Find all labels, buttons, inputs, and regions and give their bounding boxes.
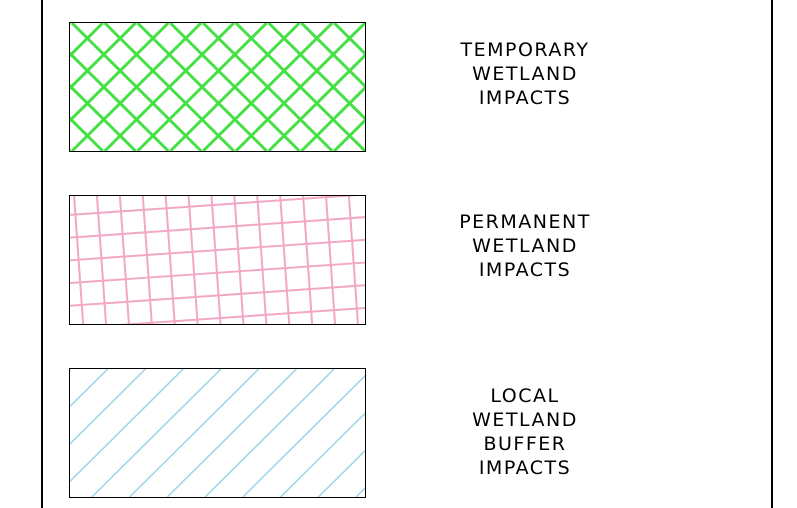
hatch-line <box>333 23 365 56</box>
hatch-line <box>70 212 365 243</box>
grid-pattern-icon <box>70 196 365 324</box>
hatch-line <box>206 196 226 324</box>
hatch-line <box>166 369 298 497</box>
hatch-line <box>70 257 365 289</box>
label-line: WETLAND <box>472 409 578 431</box>
temporary-wetland-swatch <box>69 22 366 152</box>
label-line: PERMANENT <box>459 211 591 233</box>
hatch-line <box>251 196 272 324</box>
sheet-border-right <box>771 0 773 508</box>
label-line: WETLAND <box>472 235 578 257</box>
hatch-line <box>234 23 365 151</box>
crosshatch-pattern-icon <box>70 23 365 151</box>
label-line: IMPACTS <box>478 87 572 109</box>
permanent-wetland-swatch <box>69 195 366 325</box>
hatch-line <box>169 23 301 151</box>
hatch-line <box>70 196 89 324</box>
hatch-line <box>70 23 203 151</box>
hatch-line <box>91 369 222 497</box>
label-line: TEMPORARY <box>460 39 590 61</box>
hatch-line <box>183 196 203 324</box>
label-line: IMPACTS <box>478 457 572 479</box>
hatch-line <box>70 280 365 311</box>
hatch-line <box>267 53 365 151</box>
hatch-line <box>70 234 365 266</box>
buffer-wetland-swatch <box>69 368 366 498</box>
hatch-line <box>70 302 365 324</box>
hatch-line <box>70 369 184 483</box>
hatch-line <box>160 196 181 324</box>
hatch-line <box>115 196 135 324</box>
hatch-line <box>70 23 170 123</box>
hatch-line <box>70 23 104 58</box>
permanent-wetland-label: PERMANENT WETLAND IMPACTS <box>430 210 620 282</box>
hatch-line <box>202 23 334 151</box>
hatch-line <box>70 369 109 408</box>
hatch-line <box>103 23 235 151</box>
hatch-line <box>137 196 158 324</box>
hatch-line <box>343 196 363 324</box>
hatch-pattern-icon <box>70 369 365 497</box>
hatch-line <box>70 369 147 445</box>
hatch-line <box>136 23 268 151</box>
hatch-line <box>300 23 365 89</box>
hatch-line <box>242 374 365 497</box>
label-line: LOCAL <box>490 385 560 407</box>
hatch-line <box>280 412 365 497</box>
sheet-border-left <box>41 0 43 508</box>
hatch-line <box>267 23 365 121</box>
hatch-line <box>317 449 365 497</box>
buffer-wetland-label: LOCAL WETLAND BUFFER IMPACTS <box>430 384 620 480</box>
hatch-line <box>204 369 335 497</box>
hatch-line <box>129 369 260 497</box>
hatch-line <box>229 196 249 324</box>
label-line: BUFFER <box>483 433 567 455</box>
hatch-line <box>320 196 340 324</box>
hatch-line <box>355 487 365 497</box>
temporary-wetland-label: TEMPORARY WETLAND IMPACTS <box>430 38 620 110</box>
label-line: WETLAND <box>472 63 578 85</box>
hatch-line <box>297 196 317 324</box>
hatch-line <box>70 23 137 91</box>
hatch-line <box>333 118 365 151</box>
hatch-line <box>274 196 295 324</box>
hatch-line <box>70 196 365 221</box>
hatch-line <box>70 116 104 151</box>
hatch-line <box>92 196 112 324</box>
hatch-line <box>300 85 365 151</box>
label-line: IMPACTS <box>478 259 572 281</box>
